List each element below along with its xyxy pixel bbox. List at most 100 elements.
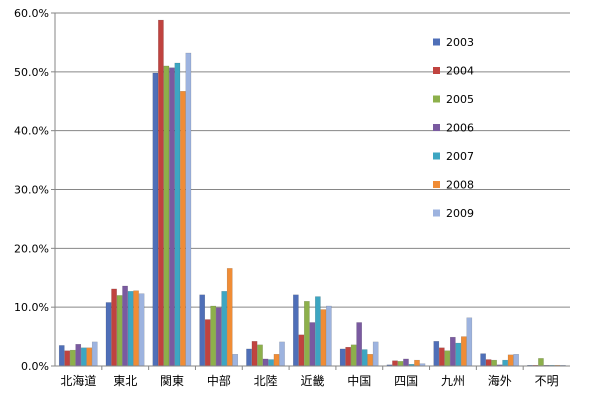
bar-2005-9 <box>491 359 497 367</box>
x-tick-label: 四国 <box>394 374 418 388</box>
bar-2004-2 <box>158 19 164 367</box>
bar-2007-5 <box>315 296 321 367</box>
bar-2003-1 <box>105 302 112 367</box>
legend-swatch-2007 <box>433 152 440 160</box>
bar-2008-3 <box>226 268 233 367</box>
x-tick-label: 海外 <box>488 373 512 388</box>
bar-2005-7 <box>397 361 404 367</box>
bar-2006-8 <box>450 336 456 367</box>
legend-label-2006: 2006 <box>446 122 474 135</box>
bar-2007-3 <box>221 291 228 367</box>
x-tick-label: 中部 <box>207 373 231 388</box>
bar-2008-0 <box>86 347 93 367</box>
bar-2003-6 <box>339 348 346 367</box>
y-tick-label: 50.0% <box>14 66 49 79</box>
bar-2003-3 <box>199 294 206 367</box>
bar-2004-1 <box>111 288 117 367</box>
legend-swatch-2008 <box>433 181 440 188</box>
bar-2005-2 <box>163 65 170 367</box>
bar-2005-6 <box>350 344 357 367</box>
bar-2006-6 <box>356 322 362 367</box>
x-tick-label: 中国 <box>347 373 371 388</box>
bar-2009-0 <box>91 341 98 367</box>
bar-2007-9 <box>502 359 508 367</box>
bar-2003-2 <box>152 72 159 367</box>
x-tick-label: 東北 <box>113 374 137 388</box>
bar-2009-5 <box>326 305 332 367</box>
bar-2006-5 <box>309 322 316 367</box>
bar-2005-8 <box>444 350 451 367</box>
bar-2004-8 <box>439 347 445 367</box>
bar-2004-4 <box>251 341 258 367</box>
bar-2007-8 <box>455 342 462 367</box>
bar-2004-6 <box>345 346 351 367</box>
bar-2005-3 <box>210 305 217 367</box>
bar-2009-2 <box>185 52 192 367</box>
bar-2007-2 <box>174 62 181 367</box>
legend-label-2009: 2009 <box>446 207 474 220</box>
bar-2004-7 <box>392 360 398 367</box>
legend-swatch-2004 <box>433 67 440 74</box>
bar-2003-0 <box>58 345 65 367</box>
gridlines <box>55 12 570 308</box>
bar-2006-4 <box>262 358 269 367</box>
bar-2006-2 <box>169 67 175 367</box>
legend-swatch-2003 <box>433 38 440 46</box>
legend: 2003 2004 2005 2006 2007 2008 2009 <box>433 36 474 220</box>
bar-2006-1 <box>122 285 128 367</box>
bar-2009-6 <box>372 341 379 367</box>
bar-2004-9 <box>485 359 492 367</box>
legend-swatch-2006 <box>433 124 440 131</box>
bar-2005-0 <box>69 349 76 367</box>
bar-2006-7 <box>403 358 409 367</box>
legend-label-2005: 2005 <box>446 93 474 106</box>
bar-2003-9 <box>480 353 486 367</box>
y-tick-label: 0.0% <box>21 360 49 373</box>
bar-2004-5 <box>298 334 305 367</box>
bar-2009-3 <box>232 354 239 367</box>
bar-2008-6 <box>367 354 373 367</box>
axes: 0.0% 10.0% 20.0% 30.0% 40.0% 50.0% 60.0% 北海道 東北 関… <box>14 7 570 388</box>
bar-2009-9 <box>513 354 519 367</box>
bar-2004-0 <box>64 350 71 367</box>
x-tick-label: 北陸 <box>254 374 278 388</box>
bar-2005-1 <box>116 295 123 367</box>
y-tick-label: 30.0% <box>14 184 49 197</box>
y-tick-label: 60.0% <box>14 7 49 20</box>
bar-2009-4 <box>279 341 285 367</box>
bar-2006-3 <box>215 307 222 367</box>
x-tick-label: 北海道 <box>60 373 96 388</box>
bar-2005-5 <box>304 301 310 367</box>
bar-2008-8 <box>461 336 467 367</box>
bar-2008-5 <box>320 309 327 367</box>
bar-2007-1 <box>127 291 134 367</box>
bar-2007-0 <box>80 347 87 367</box>
bar-2003-8 <box>433 341 440 367</box>
bar-2009-8 <box>466 317 473 367</box>
x-tick-label: 近畿 <box>300 374 324 388</box>
bars <box>58 19 566 367</box>
bar-2003-5 <box>293 294 299 367</box>
y-tick-label: 20.0% <box>14 242 49 255</box>
y-tick-label: 40.0% <box>14 125 49 138</box>
x-tick-label: 関東 <box>160 374 184 388</box>
bar-2005-4 <box>257 344 263 367</box>
bar-2007-4 <box>268 359 274 367</box>
bar-2008-2 <box>180 91 186 367</box>
x-tick-label: 九州 <box>441 374 465 388</box>
legend-label-2003: 2003 <box>446 36 474 49</box>
bar-2008-9 <box>507 354 514 367</box>
bar-2008-4 <box>273 354 280 367</box>
legend-swatch-2009 <box>433 209 440 217</box>
legend-swatch-2005 <box>433 95 440 103</box>
legend-label-2008: 2008 <box>446 179 474 192</box>
bar-2003-4 <box>246 348 252 367</box>
legend-label-2007: 2007 <box>446 150 474 163</box>
bar-2008-7 <box>414 359 420 367</box>
bar-2004-3 <box>204 319 211 367</box>
bar-2009-1 <box>138 293 145 367</box>
x-tick-label: 不明 <box>535 374 559 388</box>
bar-2008-1 <box>133 290 139 367</box>
